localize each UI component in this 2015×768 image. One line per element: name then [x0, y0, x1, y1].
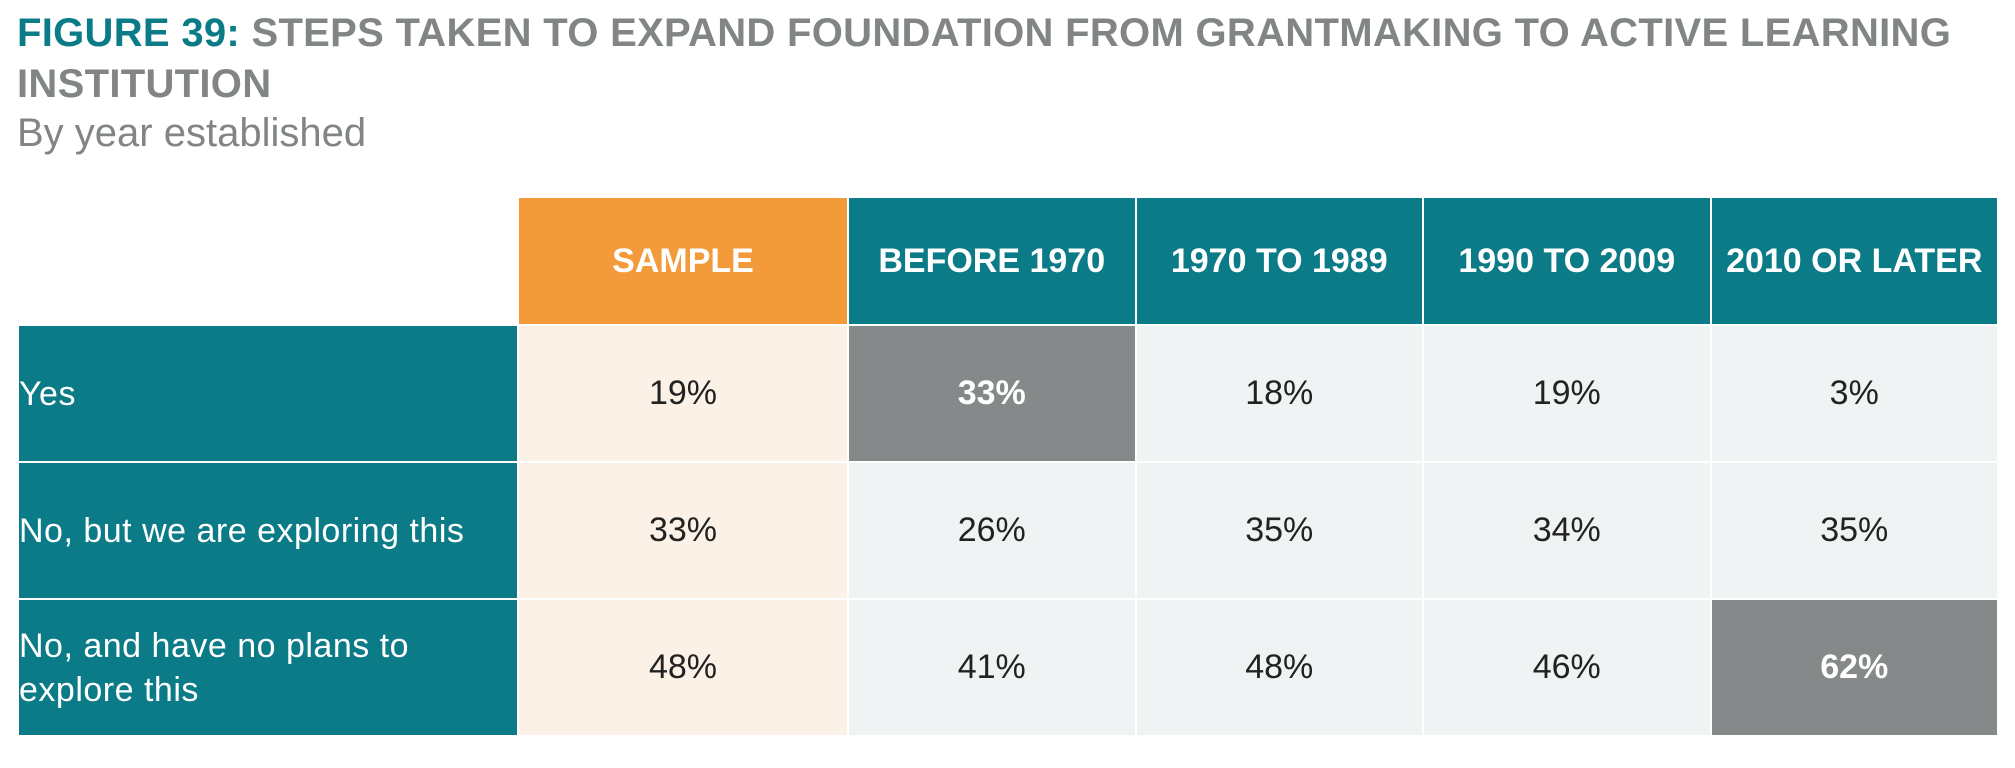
table-cell: 26% [847, 461, 1137, 600]
chart-title: FIGURE 39: STEPS TAKEN TO EXPAND FOUNDAT… [17, 8, 1997, 110]
figure-number: FIGURE 39: [17, 11, 241, 55]
table-cell: 33% [517, 461, 849, 600]
chart-subtitle: By year established [17, 111, 367, 155]
table-cell: 19% [517, 324, 849, 463]
column-header-before-1970: BEFORE 1970 [847, 196, 1137, 326]
column-header-1970-to-1989: 1970 TO 1989 [1134, 196, 1424, 326]
table-row: Yes 19% 33% 18% 19% 3% [17, 324, 1999, 463]
column-header-1990-to-2009: 1990 TO 2009 [1422, 196, 1712, 326]
table-cell: 3% [1709, 324, 1999, 463]
table-cell: 33% [847, 324, 1137, 463]
table-cell: 48% [1134, 598, 1424, 737]
row-label: No, but we are exploring this [17, 461, 519, 600]
column-header-2010-or-later: 2010 OR LATER [1709, 196, 1999, 326]
row-label: Yes [17, 324, 519, 463]
corner-cell [17, 196, 519, 326]
header-row: SAMPLE BEFORE 1970 1970 TO 1989 1990 TO … [17, 196, 1999, 326]
table-cell: 46% [1422, 598, 1712, 737]
table-cell: 35% [1709, 461, 1999, 600]
table-cell: 18% [1134, 324, 1424, 463]
table-cell: 34% [1422, 461, 1712, 600]
row-label: No, and have no plans to explore this [17, 598, 519, 737]
table-cell: 19% [1422, 324, 1712, 463]
table-row: No, and have no plans to explore this 48… [17, 598, 1999, 737]
table-cell: 35% [1134, 461, 1424, 600]
table-cell: 48% [517, 598, 849, 737]
data-table: SAMPLE BEFORE 1970 1970 TO 1989 1990 TO … [17, 196, 1999, 737]
table-cell: 41% [847, 598, 1137, 737]
title-text: STEPS TAKEN TO EXPAND FOUNDATION FROM GR… [17, 11, 1952, 106]
column-header-sample: SAMPLE [517, 196, 849, 326]
table-row: No, but we are exploring this 33% 26% 35… [17, 461, 1999, 600]
table-cell: 62% [1709, 598, 1999, 737]
